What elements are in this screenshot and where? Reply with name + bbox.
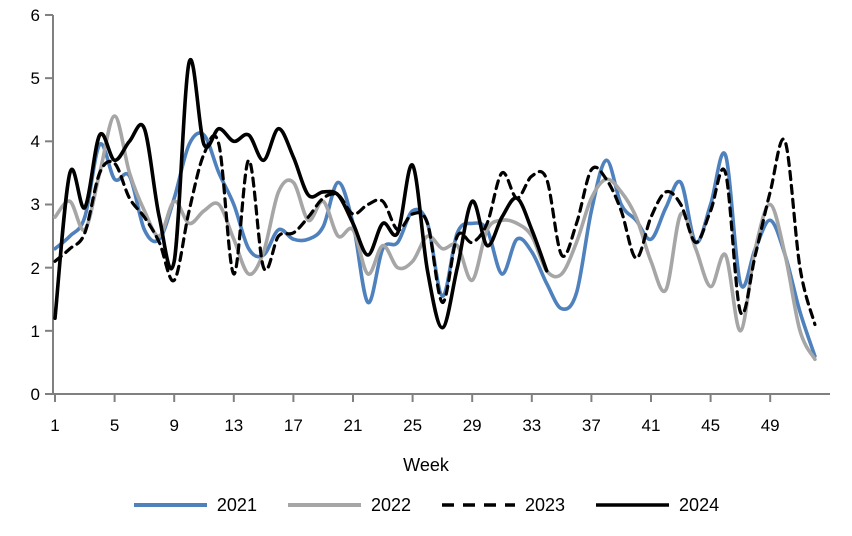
y-tick-label: 4 (30, 132, 40, 152)
y-tick-label: 1 (30, 321, 40, 341)
legend-line-2023 (442, 503, 515, 507)
x-tick-label: 13 (224, 416, 244, 435)
series-line-2021 (53, 131, 817, 358)
legend-label-2023: 2023 (525, 495, 566, 515)
y-tick-label: 2 (30, 258, 40, 278)
x-tick-label: 37 (581, 416, 601, 435)
legend-label-2024: 2024 (679, 495, 720, 515)
legend-line-2024 (596, 503, 670, 507)
y-tick-label: 3 (30, 195, 40, 215)
series-line-2023 (53, 134, 817, 327)
plot-canvas (45, 13, 830, 402)
x-tick-label: 49 (760, 416, 780, 435)
x-tick-label: 9 (169, 416, 179, 435)
x-tick-label: 21 (343, 416, 363, 435)
legend-item-2022: 2022 (287, 494, 411, 516)
y-tick-label: 6 (30, 5, 40, 25)
legend-label-2021: 2021 (216, 495, 257, 515)
legend-item-2021: 2021 (133, 494, 257, 516)
legend-line-2022 (287, 503, 361, 507)
x-tick-label: 29 (462, 416, 482, 435)
x-tick-label: 5 (109, 416, 120, 435)
series-line-2022 (53, 114, 817, 362)
legend: 2021 2022 2023 2024 (0, 494, 852, 516)
x-tick-label: 41 (641, 416, 661, 435)
x-tick-label: 45 (701, 416, 721, 435)
legend-label-2022: 2022 (370, 495, 411, 515)
legend-line-2021 (133, 503, 207, 507)
x-axis-title: Week (403, 455, 449, 475)
legend-item-2024: 2024 (595, 494, 719, 516)
x-tick-label: 1 (50, 416, 60, 435)
legend-item-2023: 2023 (441, 494, 565, 516)
series-line-2024 (53, 57, 549, 330)
y-tick-label: 5 (30, 69, 40, 89)
x-tick-label: 33 (522, 416, 542, 435)
x-tick-label: 17 (283, 416, 303, 435)
y-tick-label: 0 (30, 385, 40, 404)
x-tick-label: 25 (403, 416, 423, 435)
